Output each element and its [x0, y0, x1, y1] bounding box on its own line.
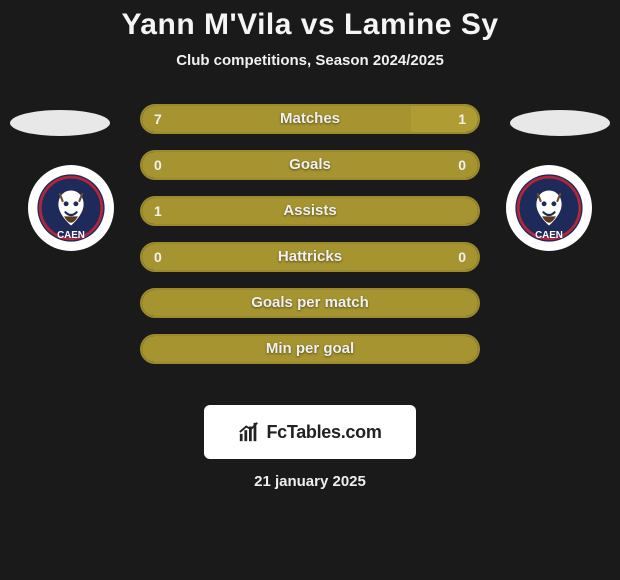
- stat-value-left: 0: [154, 152, 162, 178]
- stat-value-left: 7: [154, 106, 162, 132]
- stat-row: Matches7 1: [140, 104, 480, 134]
- club-badge-right: CAEN: [506, 165, 592, 251]
- stat-row: Min per goal: [140, 334, 480, 364]
- chart-icon: [238, 421, 260, 443]
- player-left-ellipse: [10, 110, 110, 136]
- stat-value-right: 0: [458, 152, 466, 178]
- stats-bars: Matches71Goals00Assists1Hattricks00Goals…: [140, 104, 480, 380]
- stat-label: Hattricks: [142, 244, 478, 270]
- stat-value-right: 1: [458, 106, 466, 132]
- stat-row: Hattricks0 0: [140, 242, 480, 272]
- club-badge-left: CAEN: [28, 165, 114, 251]
- stat-label: Min per goal: [142, 336, 478, 362]
- stat-label: Matches: [142, 106, 478, 132]
- stat-value-right: 0: [458, 244, 466, 270]
- stat-label: Goals per match: [142, 290, 478, 316]
- brand-text: FcTables.com: [266, 422, 381, 443]
- brand-badge[interactable]: FcTables.com: [204, 405, 416, 459]
- stat-value-left: 1: [154, 198, 162, 224]
- stat-label: Assists: [142, 198, 478, 224]
- svg-text:CAEN: CAEN: [535, 230, 563, 241]
- stat-value-left: 0: [154, 244, 162, 270]
- comparison-card: Yann M'Vila vs Lamine Sy Club competitio…: [0, 0, 620, 580]
- page-title: Yann M'Vila vs Lamine Sy: [0, 8, 620, 42]
- stat-row: Goals per match: [140, 288, 480, 318]
- stat-row: Assists1: [140, 196, 480, 226]
- caen-crest-icon: CAEN: [514, 173, 584, 243]
- stat-row: Goals0 0: [140, 150, 480, 180]
- svg-text:CAEN: CAEN: [57, 230, 85, 241]
- page-subtitle: Club competitions, Season 2024/2025: [0, 52, 620, 69]
- main-area: CAEN CAEN Matches71Goals00Assists1Hattri…: [0, 99, 620, 399]
- footer-date: 21 january 2025: [0, 473, 620, 490]
- caen-crest-icon: CAEN: [36, 173, 106, 243]
- stat-label: Goals: [142, 152, 478, 178]
- player-right-ellipse: [510, 110, 610, 136]
